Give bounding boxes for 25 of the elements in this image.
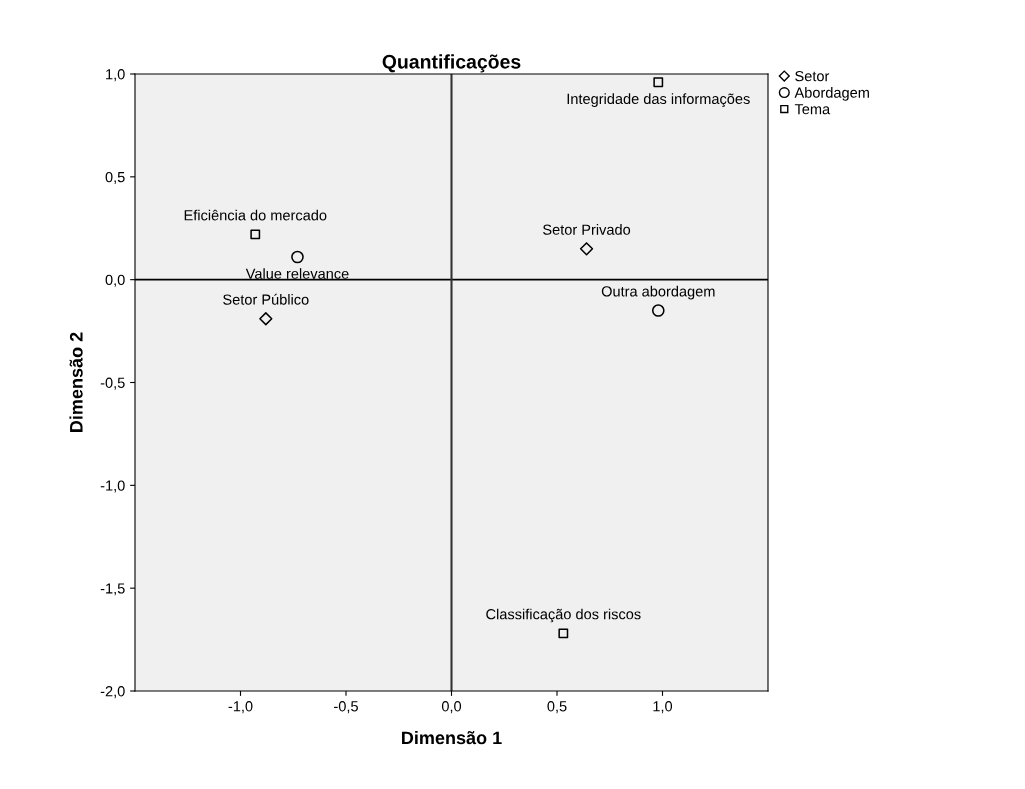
- annotation: Classificação dos riscos: [486, 608, 641, 623]
- chart-title: Quantificações: [382, 54, 521, 73]
- y-tick-label: 0,0: [105, 274, 125, 287]
- x-axis-title: Dimensão 1: [402, 730, 502, 745]
- annotation: Setor Privado: [543, 224, 631, 235]
- annotation: Eficiência do mercado: [184, 209, 327, 221]
- y-tick-label: 1,0: [106, 69, 125, 82]
- y-tick-label: -1,0: [100, 480, 125, 493]
- x-tick-label: 0,5: [547, 701, 567, 714]
- annotation: Setor Público: [223, 293, 309, 305]
- y-tick-label: -2,0: [100, 686, 125, 699]
- y-tick-label: -1,5: [100, 583, 125, 596]
- legend-label: Setor: [795, 70, 830, 82]
- x-tick-label: 1,0: [653, 701, 673, 714]
- annotation: Value relevance: [245, 268, 349, 279]
- legend-label: Tema: [794, 104, 831, 115]
- x-tick-label: -1,0: [228, 701, 253, 714]
- y-tick-label: 0,5: [105, 171, 125, 184]
- y-axis-title: Dimensão 2: [69, 332, 83, 432]
- annotation: Outra abordagem: [601, 285, 715, 300]
- legend-label: Abordagem: [794, 87, 869, 101]
- x-tick-label: -0,5: [334, 701, 358, 714]
- annotation: Integridade das informações: [567, 93, 750, 107]
- y-tick-label: -0,5: [100, 377, 125, 390]
- x-tick-label: 0,0: [441, 701, 462, 714]
